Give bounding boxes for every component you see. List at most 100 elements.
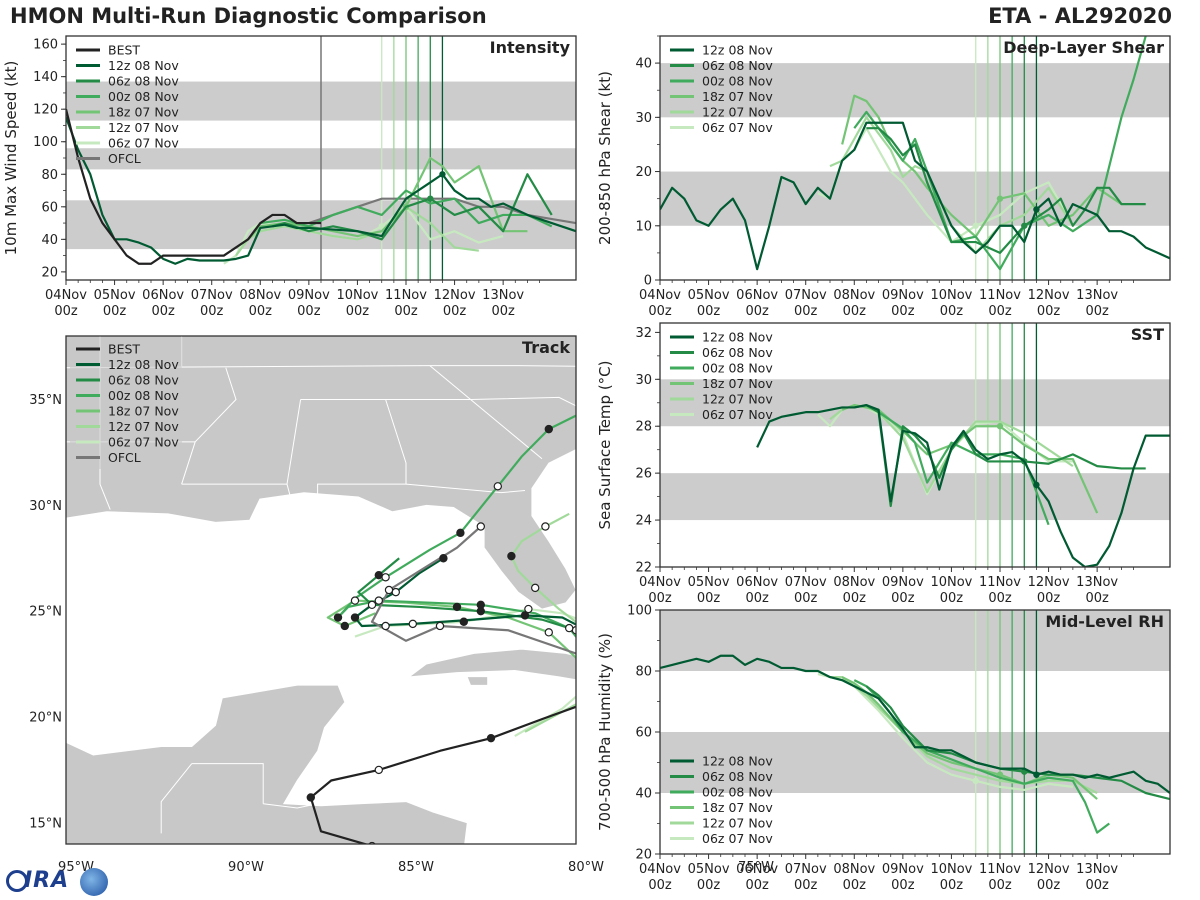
run-track-marker <box>391 587 400 597</box>
shear-xtick-label: 00z <box>648 304 672 319</box>
intensity-xtick-label: 13Nov <box>482 288 524 303</box>
state-border <box>470 396 576 407</box>
intensity-init-marker <box>439 171 446 178</box>
intensity-ytick-label: 100 <box>33 135 58 150</box>
intensity-xtick-label: 00z <box>346 304 370 319</box>
track-ytick-label: 35°N <box>29 393 62 408</box>
rh-xtick-label: 05Nov <box>688 862 730 877</box>
sst-legend-label: 00z 08 Nov <box>702 361 773 376</box>
intensity-xtick-label: 09Nov <box>288 288 330 303</box>
intensity-init-marker <box>378 223 385 230</box>
intensity-xtick-label: 00z <box>249 304 273 319</box>
sst-xtick-label: 08Nov <box>833 575 875 590</box>
intensity-xtick-label: 00z <box>443 304 467 319</box>
track-legend-label: 06z 08 Nov <box>108 373 179 388</box>
sst-panel-title: SST <box>1131 325 1164 344</box>
rh-ytick-label: 100 <box>627 604 652 619</box>
track-ytick-label: 30°N <box>29 499 62 514</box>
rh-band <box>660 610 1170 671</box>
run-track-marker <box>381 621 390 631</box>
rh-legend-label: 06z 08 Nov <box>702 769 773 784</box>
shear-series-line <box>853 36 1147 271</box>
intensity-ytick-label: 120 <box>33 103 58 118</box>
run-track-marker <box>620 394 627 401</box>
best-track-marker <box>579 701 586 708</box>
track-legend-label: 12z 08 Nov <box>108 357 179 372</box>
best-track-marker <box>486 733 496 743</box>
intensity-ytick-label: 160 <box>33 38 58 53</box>
intensity-ytick-label: 140 <box>33 70 58 85</box>
state-border <box>194 367 237 443</box>
intensity-best-line <box>66 108 321 265</box>
country-border <box>263 803 318 809</box>
sst-legend-label: 06z 07 Nov <box>702 407 773 422</box>
sst-xtick-label: 10Nov <box>930 575 972 590</box>
sst-xtick-label: 11Nov <box>979 575 1021 590</box>
rh-xtick-label: 00z <box>745 878 769 893</box>
shear-legend-label: 12z 07 Nov <box>702 105 773 120</box>
shear-band <box>660 63 1170 118</box>
sst-series-line <box>756 404 1170 567</box>
intensity-xtick-label: 07Nov <box>191 288 233 303</box>
run-track-marker <box>333 613 343 622</box>
track-ytick-label: 25°N <box>29 605 62 620</box>
track-legend-label: OFCL <box>108 450 141 465</box>
sst-xtick-label: 00z <box>988 591 1012 606</box>
run-track-marker <box>456 528 465 538</box>
rh-xtick-label: 00z <box>1037 878 1061 893</box>
sst-xtick-label: 00z <box>745 591 769 606</box>
intensity-xtick-label: 12Nov <box>434 288 476 303</box>
intensity-xtick-label: 00z <box>491 304 515 319</box>
sst-xtick-label: 00z <box>794 591 818 606</box>
track-run-line <box>326 599 576 663</box>
rh-ylabel: 700-500 hPa Humidity (%) <box>596 633 614 831</box>
rh-xtick-label: 04Nov <box>639 862 681 877</box>
rh-xtick-label: 00z <box>794 878 818 893</box>
run-track-marker <box>565 623 574 633</box>
intensity-xtick-label: 00z <box>394 304 418 319</box>
shear-xtick-label: 08Nov <box>833 288 875 303</box>
intensity-xtick-label: 00z <box>200 304 224 319</box>
sst-xtick-label: 05Nov <box>688 575 730 590</box>
intensity-ytick-label: 20 <box>41 265 58 280</box>
cira-logo: IRA <box>4 866 112 896</box>
shear-init-marker <box>972 222 979 229</box>
rh-xtick-label: 00z <box>1085 878 1109 893</box>
rh-xtick-label: 07Nov <box>785 862 827 877</box>
intensity-xtick-label: 00z <box>297 304 321 319</box>
shear-xtick-label: 09Nov <box>882 288 924 303</box>
run-track-marker <box>350 613 360 622</box>
sst-xtick-label: 06Nov <box>736 575 778 590</box>
rh-legend-label: 12z 07 Nov <box>702 816 773 831</box>
ofcl-track-marker <box>476 522 485 531</box>
run-track-marker <box>593 622 600 629</box>
intensity-ytick-label: 40 <box>41 233 58 248</box>
country-border <box>191 763 264 804</box>
intensity-xtick-label: 08Nov <box>239 288 281 303</box>
shear-xtick-label: 00z <box>843 304 867 319</box>
shear-plot <box>660 36 1170 280</box>
shear-ytick-label: 20 <box>635 165 652 180</box>
shear-xtick-label: 07Nov <box>785 288 827 303</box>
globe-icon <box>80 868 108 896</box>
sst-init-marker <box>1033 481 1040 489</box>
rh-ytick-label: 60 <box>635 726 652 741</box>
sst-legend-label: 06z 08 Nov <box>702 345 773 360</box>
shear-xtick-label: 11Nov <box>979 288 1021 303</box>
best-track-marker <box>374 765 383 775</box>
track-ytick-label: 20°N <box>29 711 62 726</box>
run-track-marker <box>541 522 550 531</box>
shear-ytick-label: 10 <box>635 219 652 234</box>
intensity-ylabel: 10m Max Wind Speed (kt) <box>2 61 20 256</box>
best-track-marker <box>306 793 315 802</box>
track-run-line <box>510 512 576 733</box>
isla-juventud-landmass <box>466 676 489 686</box>
shear-ytick-label: 30 <box>635 111 652 126</box>
intensity-legend-label: BEST <box>108 43 140 58</box>
shear-panel-title: Deep-Layer Shear <box>1003 38 1164 57</box>
rh-ytick-label: 80 <box>635 665 652 680</box>
sst-xtick-label: 00z <box>843 591 867 606</box>
shear-xtick-label: 00z <box>1037 304 1061 319</box>
sst-legend-label: 12z 08 Nov <box>702 330 773 345</box>
